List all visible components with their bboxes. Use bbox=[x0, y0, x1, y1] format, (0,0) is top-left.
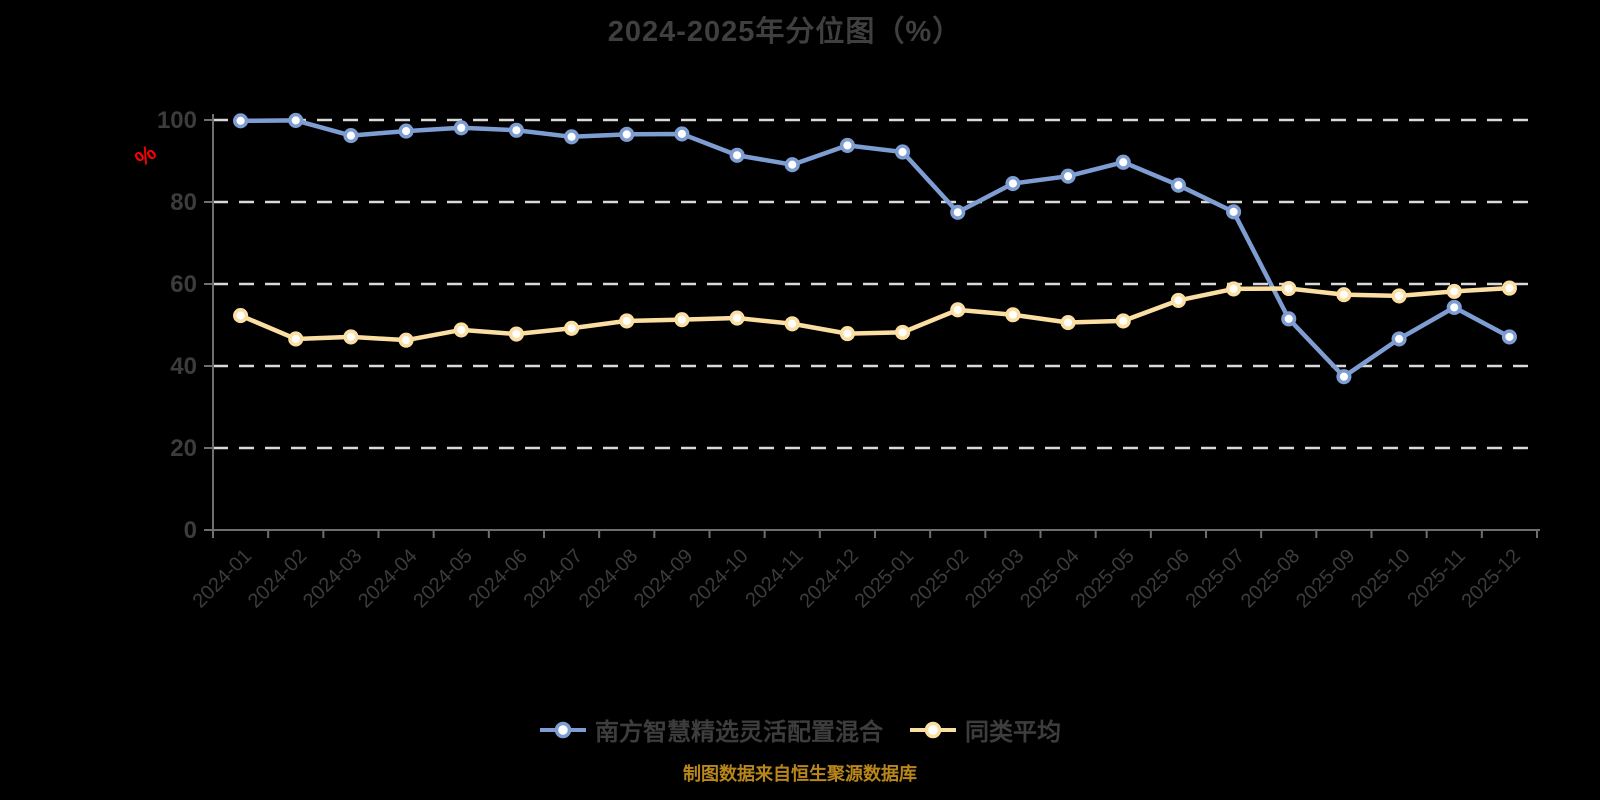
data-point-0-2024-09[interactable] bbox=[674, 126, 690, 142]
data-point-1-2024-04[interactable] bbox=[398, 332, 414, 348]
data-point-0-2025-03[interactable] bbox=[1005, 176, 1021, 192]
x-axis-label: 2024-06 bbox=[464, 545, 531, 612]
fund-series-marker-icon bbox=[540, 721, 586, 738]
series-line-0 bbox=[238, 118, 1512, 379]
average-series-marker-icon bbox=[910, 721, 956, 738]
x-axis-label: 2024-02 bbox=[244, 545, 311, 612]
x-axis-label: 2024-01 bbox=[189, 545, 256, 612]
data-point-1-2024-02[interactable] bbox=[288, 331, 304, 347]
legend-item-fund[interactable]: 南方智慧精选灵活配置混合 bbox=[539, 712, 883, 747]
data-point-1-2025-05[interactable] bbox=[1115, 313, 1131, 329]
data-point-0-2024-04[interactable] bbox=[398, 123, 414, 139]
data-point-1-2025-11[interactable] bbox=[1446, 283, 1462, 299]
data-point-1-2024-12[interactable] bbox=[839, 326, 855, 342]
data-point-0-2025-12[interactable] bbox=[1501, 329, 1517, 345]
x-axis-label: 2024-10 bbox=[685, 545, 752, 612]
data-point-1-2025-09[interactable] bbox=[1336, 287, 1352, 303]
data-point-1-2024-05[interactable] bbox=[453, 322, 469, 338]
x-axis-label: 2025-10 bbox=[1347, 545, 1414, 612]
data-point-0-2025-01[interactable] bbox=[895, 144, 911, 160]
data-point-1-2025-01[interactable] bbox=[895, 324, 911, 340]
x-axis-label: 2025-05 bbox=[1071, 545, 1138, 612]
x-axis-label: 2025-02 bbox=[906, 545, 973, 612]
data-point-0-2025-04[interactable] bbox=[1060, 168, 1076, 184]
series-line-1 bbox=[238, 285, 1512, 343]
x-axis-label: 2024-09 bbox=[630, 545, 697, 612]
data-point-0-2024-02[interactable] bbox=[288, 112, 304, 128]
data-point-0-2024-03[interactable] bbox=[343, 128, 359, 144]
x-axis-label: 2024-08 bbox=[575, 545, 642, 612]
y-tick-label: 40 bbox=[170, 353, 197, 380]
x-axis-label: 2025-06 bbox=[1126, 545, 1193, 612]
data-point-0-2025-10[interactable] bbox=[1391, 331, 1407, 347]
data-point-0-2024-10[interactable] bbox=[729, 147, 745, 163]
data-point-0-2025-09[interactable] bbox=[1336, 369, 1352, 385]
data-point-0-2025-07[interactable] bbox=[1226, 204, 1242, 220]
data-point-1-2024-07[interactable] bbox=[564, 320, 580, 336]
data-point-1-2024-08[interactable] bbox=[619, 313, 635, 329]
x-axis-label: 2025-12 bbox=[1457, 545, 1524, 612]
x-axis-label: 2025-11 bbox=[1403, 545, 1469, 611]
x-axis-label: 2025-08 bbox=[1237, 545, 1304, 612]
data-point-1-2024-06[interactable] bbox=[508, 326, 524, 342]
data-point-1-2024-01[interactable] bbox=[233, 308, 249, 324]
x-axis-label: 2024-11 bbox=[741, 545, 807, 611]
data-point-1-2025-08[interactable] bbox=[1281, 280, 1297, 297]
y-tick-label: 0 bbox=[184, 517, 197, 544]
source-note: 制图数据来自恒生聚源数据库 bbox=[683, 764, 917, 784]
data-point-1-2024-10[interactable] bbox=[729, 310, 745, 326]
data-point-1-2024-11[interactable] bbox=[784, 316, 800, 332]
data-point-1-2025-03[interactable] bbox=[1005, 307, 1021, 323]
data-point-1-2025-02[interactable] bbox=[950, 302, 966, 318]
x-axis-label: 2024-05 bbox=[409, 545, 476, 612]
data-point-1-2025-07[interactable] bbox=[1226, 281, 1242, 297]
y-tick-label: 100 bbox=[157, 107, 197, 134]
data-point-0-2024-01[interactable] bbox=[233, 113, 249, 129]
data-point-0-2025-02[interactable] bbox=[950, 204, 966, 220]
legend-label-fund: 南方智慧精选灵活配置混合 bbox=[595, 719, 883, 746]
data-point-0-2024-12[interactable] bbox=[839, 137, 855, 153]
data-point-0-2024-06[interactable] bbox=[508, 122, 524, 138]
x-axis-label: 2024-07 bbox=[520, 545, 587, 612]
data-point-1-2024-03[interactable] bbox=[343, 329, 359, 345]
data-point-0-2024-08[interactable] bbox=[619, 126, 635, 142]
data-point-0-2024-05[interactable] bbox=[453, 120, 469, 136]
legend-item-average[interactable]: 同类平均 bbox=[909, 712, 1061, 747]
legend: 南方智慧精选灵活配置混合 同类平均 bbox=[0, 712, 1600, 747]
chart-title: 2024-2025年分位图（%） bbox=[607, 16, 963, 48]
legend-label-average: 同类平均 bbox=[965, 719, 1061, 746]
x-axis-label: 2025-09 bbox=[1292, 545, 1359, 612]
y-tick-label: 20 bbox=[170, 435, 197, 462]
x-axis-label: 2025-03 bbox=[961, 545, 1028, 612]
data-point-0-2025-05[interactable] bbox=[1115, 154, 1131, 170]
y-tick-label: 60 bbox=[170, 271, 197, 298]
data-point-0-2025-06[interactable] bbox=[1170, 177, 1186, 193]
data-point-1-2024-09[interactable] bbox=[674, 312, 690, 328]
x-axis-label: 2024-03 bbox=[299, 545, 366, 612]
data-point-0-2025-11[interactable] bbox=[1446, 299, 1462, 315]
x-axis-label: 2025-07 bbox=[1182, 545, 1249, 612]
data-point-0-2024-07[interactable] bbox=[564, 129, 580, 145]
data-point-0-2024-11[interactable] bbox=[784, 157, 800, 173]
x-axis-label: 2024-04 bbox=[354, 545, 421, 612]
y-tick-label: 80 bbox=[170, 189, 197, 216]
x-axis-label: 2024-12 bbox=[795, 545, 862, 612]
data-point-1-2025-04[interactable] bbox=[1060, 314, 1076, 331]
data-point-1-2025-12[interactable] bbox=[1501, 280, 1517, 296]
x-axis-label: 2025-04 bbox=[1016, 545, 1083, 612]
data-point-0-2025-08[interactable] bbox=[1281, 311, 1297, 327]
x-axis-label: 2025-01 bbox=[851, 545, 918, 612]
data-point-1-2025-10[interactable] bbox=[1391, 288, 1407, 304]
data-point-1-2025-06[interactable] bbox=[1170, 292, 1186, 308]
